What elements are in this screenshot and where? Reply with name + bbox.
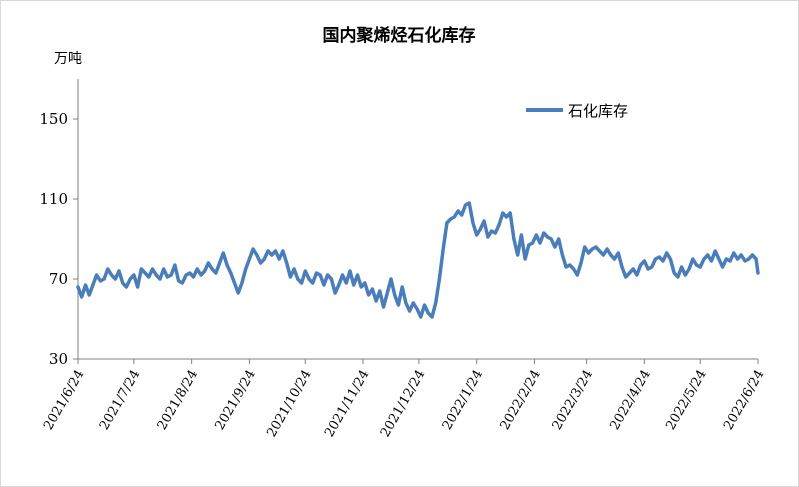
x-tick-label: 2021/11/24 — [322, 368, 372, 440]
x-tick-label: 2021/7/24 — [97, 368, 143, 433]
x-axis-ticks: 2021/6/24 2021/7/24 2021/8/24 2021/9/24 2021… — [41, 359, 767, 440]
chart-title: 国内聚烯烃石化库存 — [323, 25, 476, 46]
y-tick-label: 150 — [39, 110, 68, 128]
legend: 石化库存 — [526, 102, 628, 120]
legend-label: 石化库存 — [568, 102, 628, 120]
series-line — [76, 201, 760, 319]
x-tick-label: 2022/4/24 — [607, 368, 653, 433]
y-axis-unit-label: 万吨 — [54, 51, 82, 67]
x-tick-label: 2022/3/24 — [550, 368, 596, 433]
series-group — [76, 201, 760, 319]
y-tick-label: 30 — [49, 350, 68, 368]
y-tick-label: 110 — [39, 190, 68, 208]
x-tick-label: 2022/1/24 — [440, 368, 486, 433]
x-tick-label: 2021/8/24 — [155, 368, 201, 433]
y-tick-label: 70 — [49, 270, 68, 288]
x-tick-label: 2022/6/24 — [721, 368, 767, 433]
x-tick-label: 2021/9/24 — [213, 368, 259, 433]
y-axis-ticks: 30 70 110 150 — [39, 110, 78, 368]
x-tick-label: 2021/6/24 — [41, 368, 87, 433]
x-tick-label: 2022/5/24 — [663, 368, 709, 433]
x-tick-label: 2021/10/24 — [264, 368, 314, 440]
x-tick-label: 2021/12/24 — [378, 368, 428, 440]
x-tick-label: 2022/2/24 — [498, 368, 544, 433]
